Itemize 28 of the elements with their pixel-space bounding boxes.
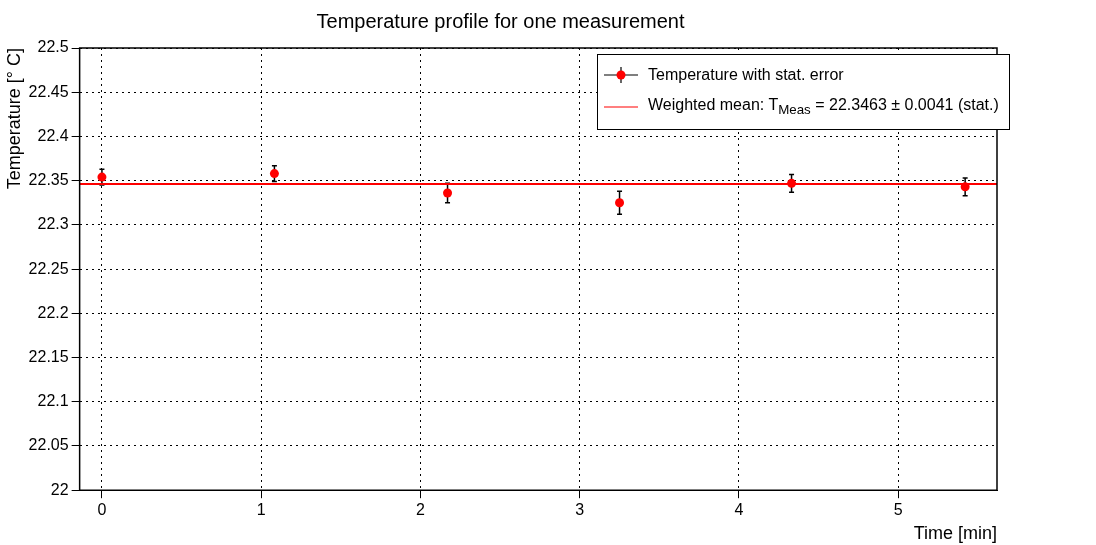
y-axis-title: Temperature [° C] (3, 48, 24, 190)
point (97, 172, 107, 182)
legend-label: Temperature with stat. error (648, 66, 844, 84)
x-tick-label: 2 (416, 501, 426, 519)
y-tick-label: 22.45 (28, 82, 69, 100)
y-tick-label: 22.35 (28, 171, 69, 189)
y-tick-label: 22.2 (37, 303, 69, 321)
legend-label: Weighted mean: T$_{Meas}$ = 22.3463 ± 0.0041 (stat.) (648, 96, 999, 118)
x-tick-label: 1 (256, 501, 266, 519)
y-tick-label: 22.25 (28, 259, 69, 277)
x-tick-label: 3 (575, 501, 585, 519)
y-tick-label: 22.5 (37, 38, 69, 56)
chart-title: Temperature profile for one measurement (316, 9, 685, 32)
x-tick-label: 0 (97, 501, 107, 519)
point (787, 178, 797, 188)
point (960, 182, 970, 192)
y-tick-label: 22.3 (37, 215, 69, 233)
y-tick-label: 22.05 (28, 436, 69, 454)
x-axis-title: Time [min] (913, 523, 997, 544)
point (615, 198, 625, 208)
point (269, 169, 279, 179)
y-tick-label: 22 (50, 480, 69, 498)
point (443, 188, 453, 198)
x-tick-label: 4 (734, 501, 744, 519)
y-tick-label: 22.4 (37, 126, 69, 144)
x-tick-label: 5 (893, 501, 903, 519)
y-tick-label: 22.1 (37, 392, 69, 410)
y-tick-label: 22.15 (28, 347, 69, 365)
